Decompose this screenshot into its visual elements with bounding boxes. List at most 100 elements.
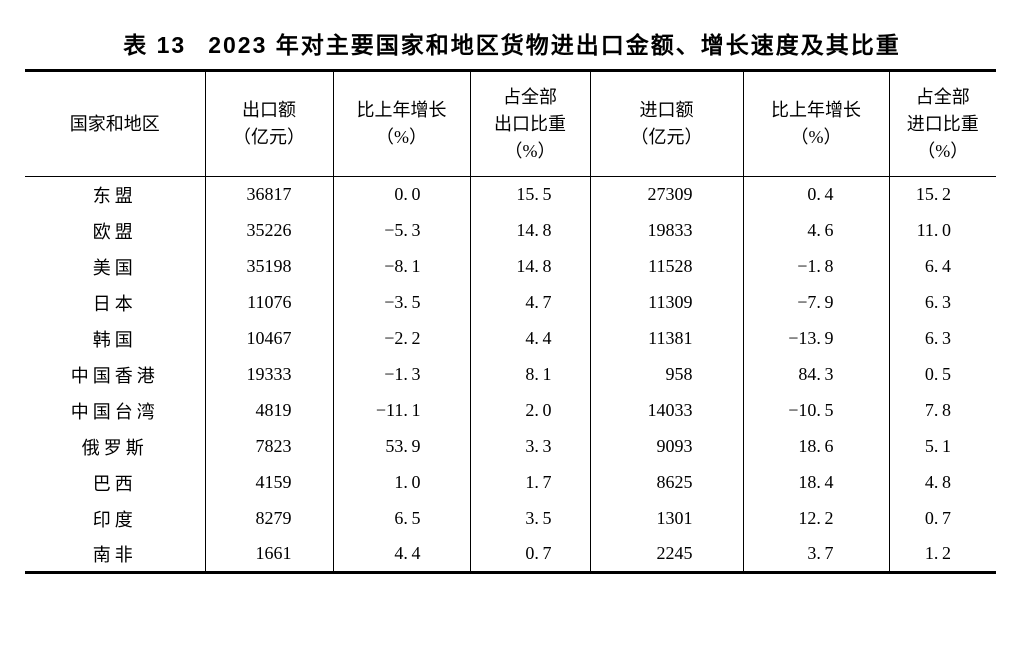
value-cell: 6. 4 xyxy=(888,248,996,285)
value-cell: 2. 0 xyxy=(469,392,590,429)
value-cell: 6. 5 xyxy=(332,500,470,537)
value-cell: 15. 5 xyxy=(469,176,590,213)
region-cell: 欧盟 xyxy=(92,221,137,242)
value-cell: −1. 8 xyxy=(742,248,889,285)
value-cell: 1301 xyxy=(589,500,743,537)
column-header-line: （亿元） xyxy=(630,127,703,147)
region-cell: 韩国 xyxy=(92,329,137,350)
column-header-line: （%） xyxy=(917,140,969,161)
value-cell: 18. 6 xyxy=(742,428,889,465)
value-cell: 958 xyxy=(589,356,743,393)
value-cell: 14. 8 xyxy=(469,248,590,285)
value-cell: 15. 2 xyxy=(888,176,996,213)
table-row: 中国香港 19333 −1. 3 8. 1 958 84. 3 0. 5 xyxy=(25,356,996,393)
column-header-region: 国家和地区 xyxy=(25,70,205,177)
value-cell: 7823 xyxy=(204,428,333,465)
value-cell: −2. 2 xyxy=(332,320,470,357)
value-cell: 1661 xyxy=(204,536,333,573)
column-header-import-share: 占全部进口比重 （%） xyxy=(888,70,996,177)
value-cell: −1. 3 xyxy=(332,356,470,393)
table-title: 表 13 2023 年对主要国家和地区货物进出口金额、增长速度及其比重 xyxy=(0,28,1024,62)
value-cell: 3. 3 xyxy=(469,428,590,465)
value-cell: 11076 xyxy=(204,284,333,321)
header-row: 国家和地区 出口额 （亿元） 比上年增长 （%） 占全部出口比重 （%） 进口额 （亿元） 比上年… xyxy=(25,70,996,177)
value-cell: 35226 xyxy=(204,212,333,249)
value-cell: 19833 xyxy=(589,212,743,249)
column-header-line: 占全部 xyxy=(503,86,557,107)
column-header-line: （%） xyxy=(504,140,556,161)
value-cell: 3. 7 xyxy=(742,536,889,573)
table-row: 南非 1661 4. 4 0. 7 2245 3. 7 1. 2 xyxy=(25,536,996,573)
table-body: 东盟 36817 0. 0 15. 5 27309 0. 4 15. 2 欧盟 35226 −5.… xyxy=(25,176,996,573)
region-cell: 印度 xyxy=(92,509,137,530)
value-cell: 8625 xyxy=(589,464,743,501)
value-cell: 1. 7 xyxy=(469,464,590,501)
value-cell: 19333 xyxy=(204,356,333,393)
table-row: 欧盟 35226 −5. 3 14. 8 19833 4. 6 11. 0 xyxy=(25,212,996,249)
value-cell: 35198 xyxy=(204,248,333,285)
value-cell: 4. 4 xyxy=(469,320,590,357)
value-cell: 4. 7 xyxy=(469,284,590,321)
column-header-line: （%） xyxy=(376,127,427,147)
region-cell: 美国 xyxy=(92,257,137,278)
table-row: 巴西 4159 1. 0 1. 7 8625 18. 4 4. 8 xyxy=(25,464,996,501)
value-cell: 0. 0 xyxy=(332,176,470,213)
value-cell: 4. 4 xyxy=(332,536,470,573)
region-cell: 东盟 xyxy=(92,185,137,206)
value-cell: 14. 8 xyxy=(469,212,590,249)
value-cell: 18. 4 xyxy=(742,464,889,501)
table-title-text: 2023 年对主要国家和地区货物进出口金额、增长速度及其比重 xyxy=(208,32,901,58)
document-page: 表 13 2023 年对主要国家和地区货物进出口金额、增长速度及其比重 国家和地区… xyxy=(0,28,1024,574)
column-header-line: 比上年增长 xyxy=(771,100,861,120)
value-cell: −7. 9 xyxy=(742,284,889,321)
value-cell: 4819 xyxy=(204,392,333,429)
value-cell: 12. 2 xyxy=(742,500,889,537)
value-cell: −11. 1 xyxy=(332,392,470,429)
value-cell: 36817 xyxy=(204,176,333,213)
column-header-line: 出口比重 xyxy=(494,113,566,134)
value-cell: 8279 xyxy=(204,500,333,537)
value-cell: 4159 xyxy=(204,464,333,501)
value-cell: 84. 3 xyxy=(742,356,889,393)
value-cell: 1. 0 xyxy=(332,464,470,501)
value-cell: 2245 xyxy=(589,536,743,573)
table-row: 东盟 36817 0. 0 15. 5 27309 0. 4 15. 2 xyxy=(25,176,996,213)
table-number: 表 13 xyxy=(123,32,187,58)
region-cell: 俄罗斯 xyxy=(81,437,148,458)
value-cell: 3. 5 xyxy=(469,500,590,537)
region-cell: 中国台湾 xyxy=(70,401,159,422)
value-cell: 11528 xyxy=(589,248,743,285)
column-header-line: 占全部 xyxy=(915,86,970,107)
value-cell: −8. 1 xyxy=(332,248,470,285)
table-row: 美国 35198 −8. 1 14. 8 11528 −1. 8 6. 4 xyxy=(25,248,996,285)
column-header-export-growth: 比上年增长 （%） xyxy=(332,70,470,177)
value-cell: 0. 7 xyxy=(469,536,590,573)
value-cell: 11. 0 xyxy=(888,212,996,249)
value-cell: 11309 xyxy=(589,284,743,321)
column-header-line: （亿元） xyxy=(233,127,305,147)
value-cell: 4. 6 xyxy=(742,212,889,249)
value-cell: 1. 2 xyxy=(888,536,996,573)
column-header-export-amount: 出口额 （亿元） xyxy=(204,70,333,177)
table-row: 中国台湾 4819 −11. 1 2. 0 14033 −10. 5 7. 8 xyxy=(25,392,996,429)
region-cell: 南非 xyxy=(92,544,137,565)
value-cell: 0. 7 xyxy=(888,500,996,537)
column-header-line: 进口比重 xyxy=(906,113,979,134)
region-cell: 日本 xyxy=(92,293,137,314)
column-header-line: 比上年增长 xyxy=(356,100,447,120)
column-header-line: 进口额 xyxy=(639,100,694,120)
column-header-import-amount: 进口额 （亿元） xyxy=(589,70,743,177)
value-cell: 53. 9 xyxy=(332,428,470,465)
value-cell: 9093 xyxy=(589,428,743,465)
column-header-line: （%） xyxy=(790,127,842,147)
value-cell: 7. 8 xyxy=(888,392,996,429)
column-header-line: 国家和地区 xyxy=(69,113,160,134)
column-header-line: 出口额 xyxy=(242,100,296,120)
value-cell: −5. 3 xyxy=(332,212,470,249)
column-header-export-share: 占全部出口比重 （%） xyxy=(469,70,590,177)
trade-table: 国家和地区 出口额 （亿元） 比上年增长 （%） 占全部出口比重 （%） 进口额 （亿元） 比上年… xyxy=(25,69,996,574)
value-cell: 10467 xyxy=(204,320,333,357)
value-cell: −10. 5 xyxy=(742,392,889,429)
table-row: 韩国 10467 −2. 2 4. 4 11381 −13. 9 6. 3 xyxy=(25,320,996,357)
column-header-import-growth: 比上年增长 （%） xyxy=(742,70,889,177)
